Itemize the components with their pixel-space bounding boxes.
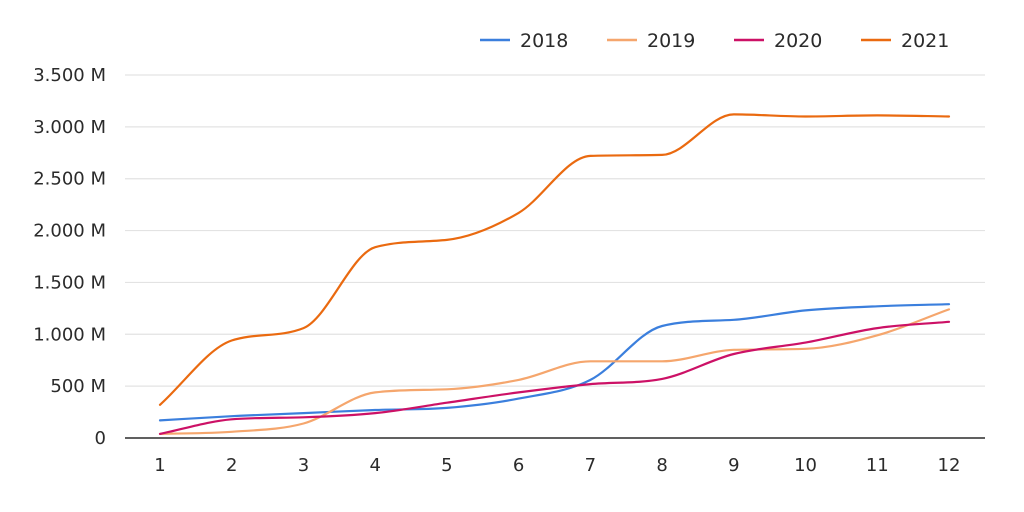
series-line-2019 <box>158 308 951 435</box>
gridlines <box>125 74 985 387</box>
legend-item-2021[interactable]: 2021 <box>861 30 949 52</box>
x-tick-label: 3 <box>298 455 309 476</box>
x-tick-label: 11 <box>866 455 889 476</box>
y-tick-label: 2.000 M <box>33 221 106 242</box>
series-line-2020 <box>158 320 951 435</box>
x-tick-label: 2 <box>226 455 237 476</box>
y-tick-label: 1.500 M <box>33 272 106 293</box>
legend: 2018 2019 2020 2021 <box>480 30 949 52</box>
x-tick-label: 12 <box>938 455 961 476</box>
y-axis-tick-labels: 0 500 M 1.000 M 1.500 M 2.000 M 2.500 M 3.000 … <box>33 65 106 449</box>
series-lines <box>158 113 951 435</box>
x-tick-label: 10 <box>794 455 817 476</box>
y-tick-label: 500 M <box>50 376 106 397</box>
y-tick-label: 1.000 M <box>33 324 106 345</box>
x-tick-label: 1 <box>154 455 165 476</box>
x-tick-label: 7 <box>585 455 596 476</box>
x-axis-tick-labels: 1 2 3 4 5 6 7 8 9 10 11 12 <box>154 455 960 476</box>
series-line-2021 <box>158 113 951 406</box>
legend-label: 2021 <box>901 30 949 52</box>
legend-item-2020[interactable]: 2020 <box>734 30 822 52</box>
x-tick-label: 8 <box>656 455 667 476</box>
y-tick-label: 3.000 M <box>33 117 106 138</box>
x-tick-label: 6 <box>513 455 524 476</box>
legend-item-2019[interactable]: 2019 <box>607 30 695 52</box>
legend-label: 2018 <box>520 30 568 52</box>
series-line-2018 <box>158 303 951 422</box>
legend-label: 2019 <box>647 30 695 52</box>
legend-item-2018[interactable]: 2018 <box>480 30 568 52</box>
y-tick-label: 2.500 M <box>33 169 106 190</box>
x-tick-label: 9 <box>728 455 739 476</box>
x-tick-label: 5 <box>441 455 452 476</box>
y-tick-label: 3.500 M <box>33 65 106 86</box>
legend-label: 2020 <box>774 30 822 52</box>
x-tick-label: 4 <box>369 455 380 476</box>
y-tick-label: 0 <box>95 428 106 449</box>
